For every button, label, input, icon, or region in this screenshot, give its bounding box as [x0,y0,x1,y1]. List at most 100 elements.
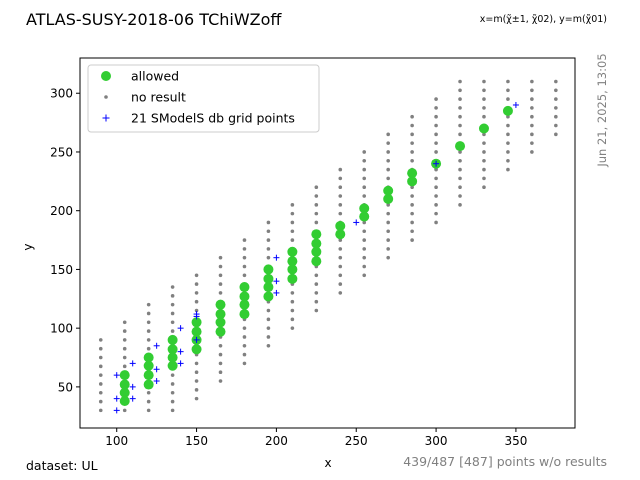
no-result-point [98,364,103,369]
no-result-point [290,299,295,304]
grid-point-marker [177,325,184,332]
no-result-point [338,203,343,207]
no-result-point [554,79,558,84]
no-result-point [458,114,462,119]
no-result-point [290,229,295,234]
no-result-point [218,273,223,278]
no-result-point [218,255,223,260]
allowed-point [383,193,394,204]
y-tick-label: 50 [58,380,73,394]
no-result-point [338,247,343,251]
no-result-point [458,203,462,207]
no-result-point [506,114,510,119]
axes: 100 150 200 250 300 350 50 100 150 200 250 300 [50,57,576,448]
no-result-point [122,329,127,333]
no-result-point [482,132,486,137]
no-result-point [482,106,486,110]
grid-point-marker [433,160,440,167]
no-result-point [434,211,438,216]
no-result-point [290,317,295,322]
allowed-point [478,123,489,134]
no-result-point [242,264,247,269]
no-result-point [386,150,390,154]
x-tick-label: 250 [345,434,368,448]
no-result-point [386,211,390,216]
no-result-point [314,194,319,198]
no-result-point [122,338,127,342]
no-result-point [242,326,247,330]
allowed-point [143,379,154,390]
chart-title: ATLAS-SUSY-2018-06 TChiWZoff [26,10,282,29]
no-result-point [458,167,462,172]
no-result-point [482,176,486,181]
dataset-label: dataset: UL [26,458,98,473]
no-result-point [290,211,295,216]
grid-point-marker [129,395,136,402]
no-result-point [386,132,390,137]
allowed-point [311,238,322,249]
no-result-point [218,361,223,366]
no-result-point [194,361,199,366]
no-result-point [146,408,151,413]
grid-point-marker [153,342,160,349]
no-result-point [386,167,390,172]
points-summary-label: 439/487 [487] points w/o results [403,454,607,469]
allowed-point [239,309,250,320]
no-result-point [194,273,199,278]
no-result-point [122,355,127,360]
no-result-point [290,308,295,313]
no-result-point [434,132,438,137]
no-result-point [170,399,175,404]
grid-point-marker [113,372,120,379]
no-result-point [506,150,510,154]
allowed-point [359,211,370,222]
allowed-point [335,229,346,240]
no-result-point [362,220,367,225]
no-result-point [314,185,319,190]
no-result-point [482,167,486,172]
x-axis-label: x [324,456,331,470]
no-result-point [338,264,343,269]
no-result-point [434,150,438,154]
no-result-point [362,167,367,172]
no-result-point [218,370,223,375]
no-result-point [434,176,438,181]
allowed-point [311,256,322,267]
no-result-point [338,167,343,172]
no-result-point [266,238,271,242]
plot-area [98,79,558,414]
y-tick-label: 150 [50,263,73,277]
no-result-point [386,203,390,207]
no-result-point [410,194,414,198]
allowed-point [143,370,154,381]
no-result-point [98,390,103,395]
allowed-point [191,317,202,328]
legend: allowed no result 21 SModelS db grid poi… [87,64,320,133]
no-result-point [266,229,271,234]
no-result-point [458,88,462,93]
no-result-point [458,97,462,101]
allowed-point [311,246,322,257]
legend-no-result-marker [104,95,108,99]
allowed-point [119,395,130,406]
grid-point-marker [177,360,184,367]
no-result-point [194,282,199,286]
no-result-point [458,194,462,198]
no-result-point [338,255,343,260]
legend-box [87,64,320,133]
no-result-point [146,329,151,333]
allowed-point [287,264,298,275]
no-result-point [362,229,367,234]
no-result-point [194,396,199,401]
no-result-point [482,114,486,119]
no-result-point [458,132,462,137]
no-result-point [458,176,462,181]
timestamp-label: Jun 21, 2025, 13:05 [595,53,609,167]
no-result-point [410,238,414,242]
no-result-point [170,320,175,325]
legend-grid-point-marker [102,114,110,122]
no-result-point [554,106,558,110]
no-result-point [554,123,558,128]
no-result-point [314,282,319,286]
